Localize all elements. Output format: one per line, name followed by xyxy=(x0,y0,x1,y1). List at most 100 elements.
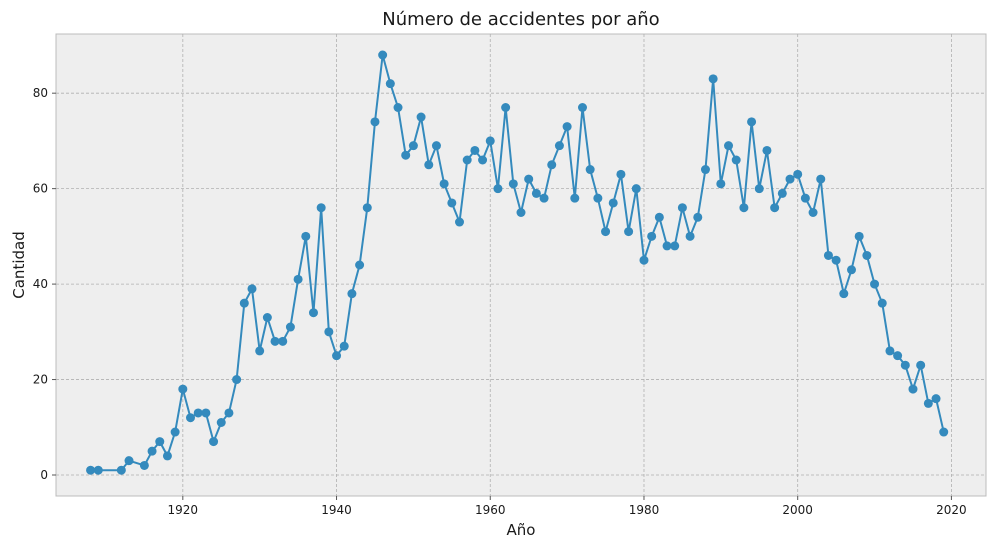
data-point xyxy=(923,398,933,408)
data-point xyxy=(624,227,634,237)
data-point xyxy=(86,465,96,475)
data-point xyxy=(116,465,126,475)
data-point xyxy=(93,465,103,475)
data-point xyxy=(554,141,564,151)
data-point xyxy=(186,413,195,423)
data-point xyxy=(754,184,764,194)
data-point xyxy=(747,117,757,127)
x-tick-label: 2020 xyxy=(936,503,967,517)
data-point xyxy=(209,437,219,447)
gridlines xyxy=(56,34,986,496)
data-point xyxy=(608,198,618,208)
data-point xyxy=(416,112,426,122)
data-point xyxy=(162,451,172,461)
data-point xyxy=(739,203,749,213)
data-point xyxy=(516,208,526,217)
data-point xyxy=(424,160,434,170)
data-point xyxy=(485,136,495,146)
y-tick-label: 0 xyxy=(40,468,48,482)
data-point xyxy=(647,231,657,241)
data-point xyxy=(262,313,272,322)
data-point xyxy=(770,203,780,213)
y-tick-label: 80 xyxy=(33,86,48,100)
data-point xyxy=(155,437,165,447)
data-point xyxy=(431,141,441,151)
data-point xyxy=(308,308,318,318)
data-point xyxy=(393,103,403,112)
data-point xyxy=(893,351,903,361)
data-point xyxy=(239,298,249,308)
data-points xyxy=(86,50,949,475)
y-tick-label: 40 xyxy=(33,277,48,291)
data-point xyxy=(762,145,772,155)
axis-ticks: 1920 1940 1960 1980 2000 2020 0 20 40 60 80 xyxy=(33,86,967,517)
data-point xyxy=(232,375,242,385)
data-point xyxy=(439,179,449,189)
data-point xyxy=(378,50,388,60)
data-point xyxy=(916,360,926,370)
x-axis-label: Año xyxy=(507,521,536,539)
data-point xyxy=(562,122,572,132)
data-point xyxy=(270,336,280,346)
data-point xyxy=(885,346,895,356)
data-point xyxy=(470,145,480,155)
data-point xyxy=(577,103,587,112)
data-point xyxy=(601,227,611,237)
data-point xyxy=(662,241,672,251)
data-point xyxy=(370,117,380,127)
data-point xyxy=(216,418,226,427)
data-point xyxy=(255,346,265,356)
data-point xyxy=(501,103,511,112)
data-point xyxy=(332,351,342,361)
data-point xyxy=(508,179,518,189)
data-point xyxy=(900,360,910,370)
x-tick-label: 1960 xyxy=(475,503,506,517)
data-point xyxy=(823,250,833,260)
data-point xyxy=(539,193,549,203)
data-point xyxy=(670,241,680,251)
data-point xyxy=(178,384,188,394)
data-point xyxy=(147,446,157,456)
data-point xyxy=(347,289,357,299)
data-point xyxy=(731,155,741,165)
y-tick-label: 20 xyxy=(33,373,48,387)
data-point xyxy=(785,174,795,184)
data-point xyxy=(124,456,134,466)
data-point xyxy=(385,79,395,89)
data-point xyxy=(847,265,856,275)
y-axis-label: Cantidad xyxy=(10,231,28,298)
data-point xyxy=(285,322,295,332)
data-point xyxy=(278,336,288,346)
data-point xyxy=(639,255,649,265)
data-point xyxy=(685,231,695,241)
data-point xyxy=(170,427,180,437)
data-point xyxy=(455,217,465,227)
data-point xyxy=(462,155,472,165)
data-point xyxy=(570,193,580,203)
data-point xyxy=(870,279,880,289)
data-point xyxy=(831,255,841,265)
data-point xyxy=(301,231,311,241)
data-point xyxy=(316,203,326,213)
data-point xyxy=(716,179,726,189)
data-point xyxy=(724,141,734,151)
data-point xyxy=(585,165,595,175)
data-point xyxy=(201,408,211,418)
data-point xyxy=(800,193,810,203)
data-point xyxy=(324,327,334,337)
plot-area xyxy=(55,33,987,497)
data-point xyxy=(654,212,664,222)
data-point xyxy=(447,198,457,208)
data-point xyxy=(793,169,803,179)
data-point xyxy=(339,341,349,351)
data-point xyxy=(808,208,818,217)
data-point xyxy=(355,260,365,270)
data-point xyxy=(547,160,557,170)
data-point xyxy=(677,203,687,213)
x-tick-label: 1920 xyxy=(168,503,199,517)
data-point xyxy=(708,74,718,84)
data-point xyxy=(293,274,303,284)
data-point xyxy=(493,184,503,194)
x-tick-label: 2000 xyxy=(782,503,813,517)
